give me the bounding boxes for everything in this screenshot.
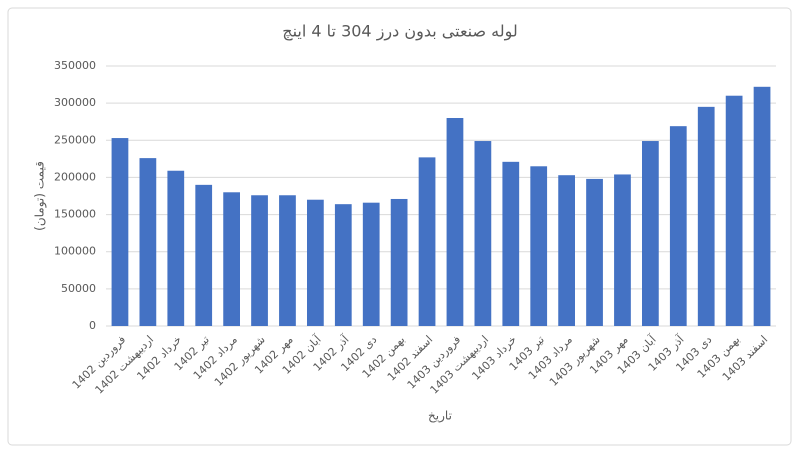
bar bbox=[223, 192, 240, 326]
bar bbox=[474, 141, 492, 326]
bar bbox=[614, 174, 631, 326]
bar bbox=[418, 157, 436, 326]
bar bbox=[279, 195, 296, 326]
bar bbox=[558, 175, 575, 326]
chart-title: لوله صنعتی بدون درز 304 تا 4 اینچ bbox=[282, 22, 518, 42]
bar bbox=[111, 138, 129, 326]
bar bbox=[167, 170, 185, 326]
y-tick-label: 250000 bbox=[54, 133, 96, 146]
y-tick-label: 0 bbox=[89, 319, 96, 332]
y-tick-label: 50000 bbox=[61, 282, 96, 295]
bar bbox=[446, 118, 464, 326]
bar bbox=[669, 126, 687, 327]
bar bbox=[530, 166, 548, 326]
bar bbox=[697, 106, 715, 326]
bar bbox=[390, 198, 408, 326]
bar bbox=[307, 199, 324, 326]
bar bbox=[753, 86, 771, 326]
bar bbox=[362, 202, 380, 326]
bar bbox=[586, 178, 603, 326]
y-axis-label: قیمت (تومان) bbox=[33, 161, 48, 231]
x-axis-label: تاریخ bbox=[428, 409, 452, 424]
bar bbox=[195, 184, 213, 326]
y-tick-label: 150000 bbox=[54, 208, 96, 221]
y-tick-label: 350000 bbox=[54, 59, 96, 72]
bar bbox=[725, 95, 743, 326]
bar bbox=[251, 195, 268, 326]
y-tick-label: 100000 bbox=[54, 245, 96, 258]
y-tick-label: 200000 bbox=[54, 170, 96, 183]
bar bbox=[139, 158, 157, 326]
bar bbox=[502, 161, 520, 326]
bar bbox=[334, 204, 352, 326]
y-tick-label: 300000 bbox=[54, 96, 96, 109]
bar bbox=[642, 141, 659, 326]
